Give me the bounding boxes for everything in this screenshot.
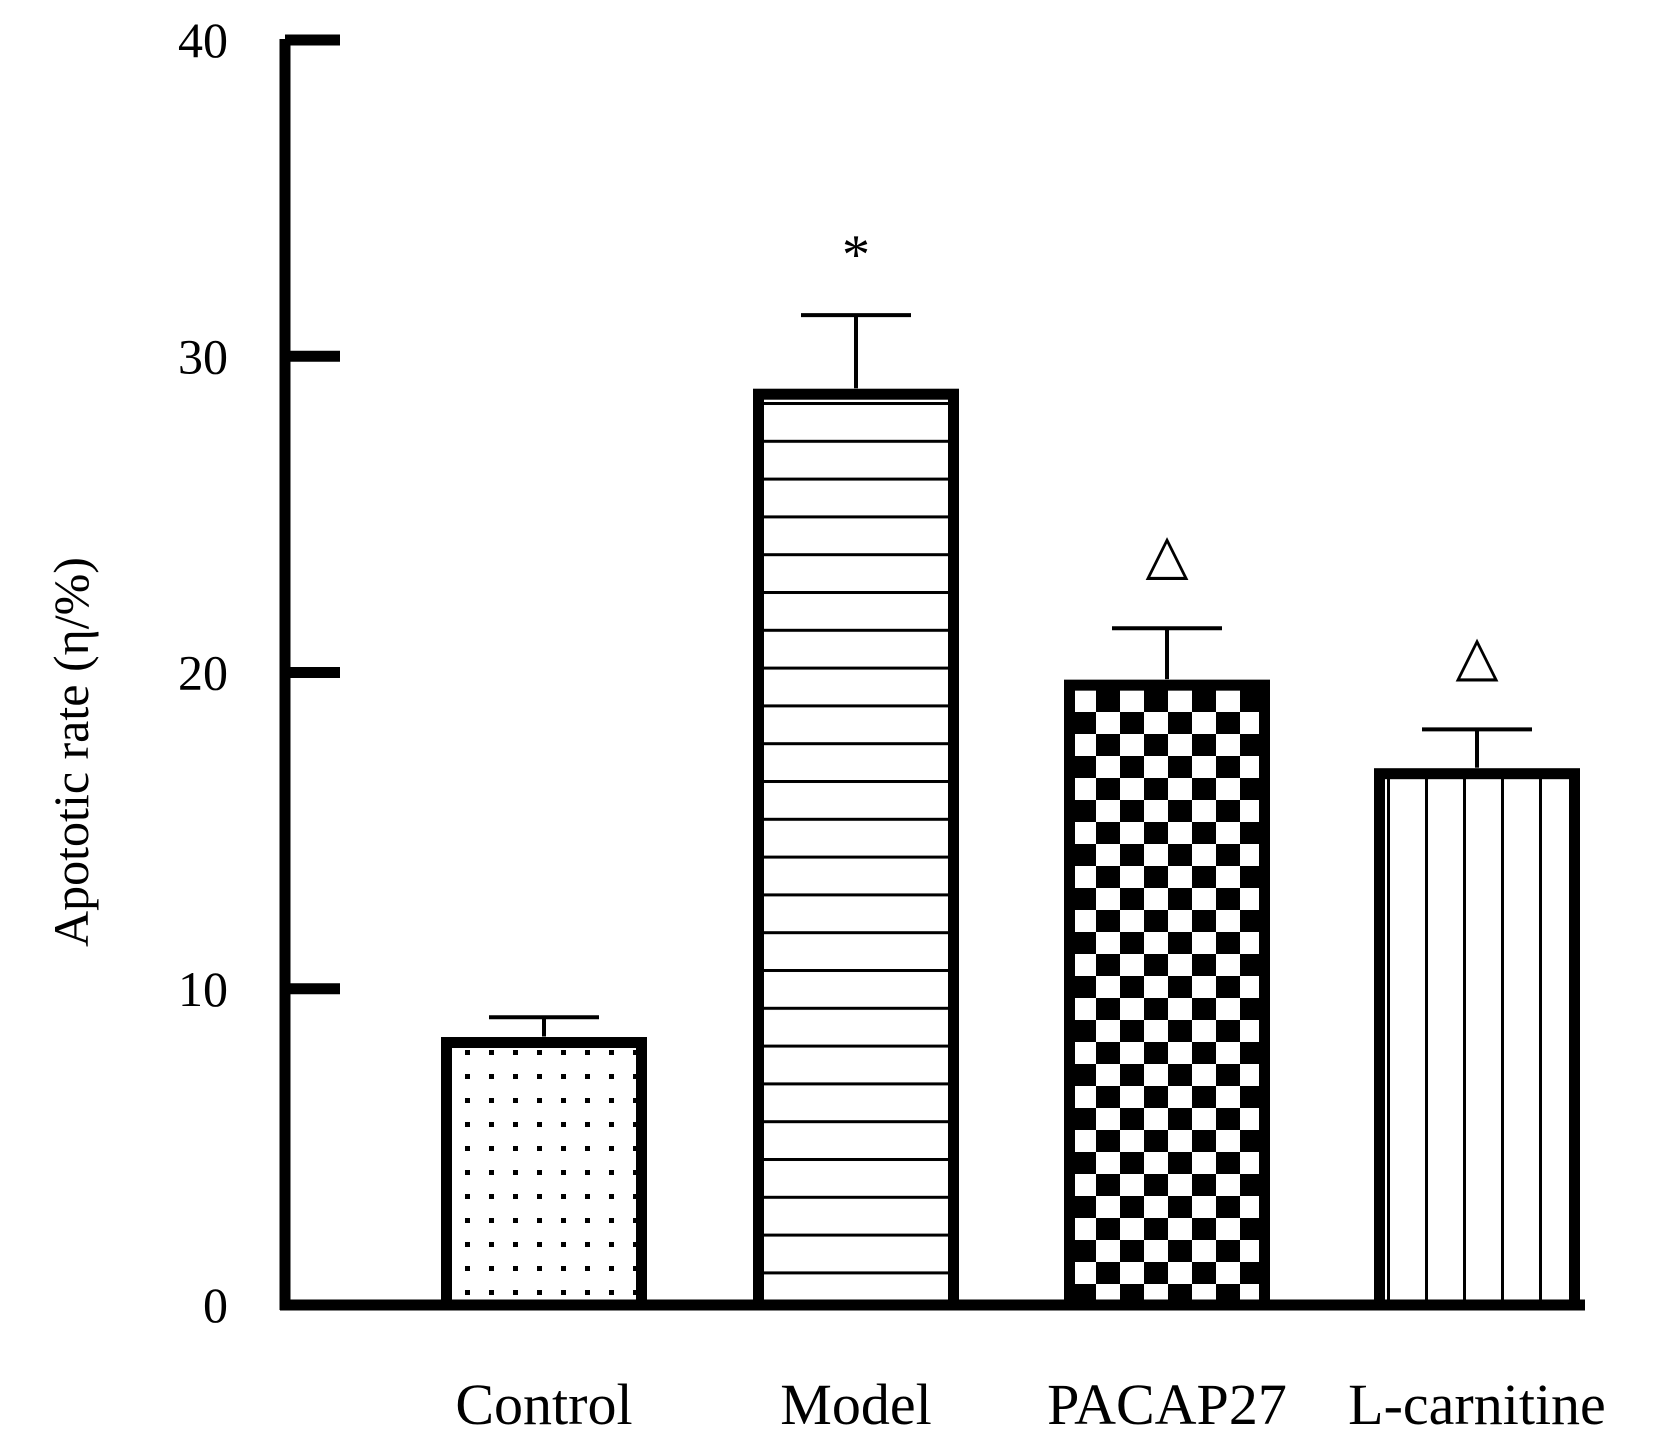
- bar: [1374, 768, 1580, 1311]
- x-category-label: L-carnitine: [1348, 1372, 1606, 1437]
- y-ticks: 0 10 20 30 40: [178, 12, 340, 1333]
- bar: [441, 1037, 647, 1311]
- y-axis-label: Apototic rate (η/%): [43, 557, 99, 947]
- significance-triangle: △: [1145, 524, 1188, 586]
- y-tick-label: 30: [178, 328, 228, 384]
- axes: [279, 39, 1585, 1311]
- bar: [753, 388, 959, 1311]
- bar-group: △: [1064, 524, 1270, 1311]
- bar: [1064, 679, 1270, 1311]
- y-tick-label: 10: [178, 961, 228, 1017]
- bar-group: *: [753, 224, 959, 1311]
- significance-triangle: △: [1455, 625, 1498, 687]
- y-tick-label: 40: [178, 12, 228, 68]
- bar-group: [441, 1015, 647, 1311]
- x-category-label: Control: [455, 1372, 632, 1437]
- significance-asterisk: *: [842, 224, 870, 286]
- bar-group: △: [1374, 625, 1580, 1311]
- bars: * △ △: [441, 224, 1580, 1311]
- category-labels: Control Model PACAP27 L-carnitine: [455, 1372, 1605, 1437]
- y-tick-label: 0: [203, 1277, 228, 1333]
- y-tick-label: 20: [178, 645, 228, 701]
- x-category-label: Model: [780, 1372, 931, 1437]
- x-category-label: PACAP27: [1047, 1372, 1287, 1437]
